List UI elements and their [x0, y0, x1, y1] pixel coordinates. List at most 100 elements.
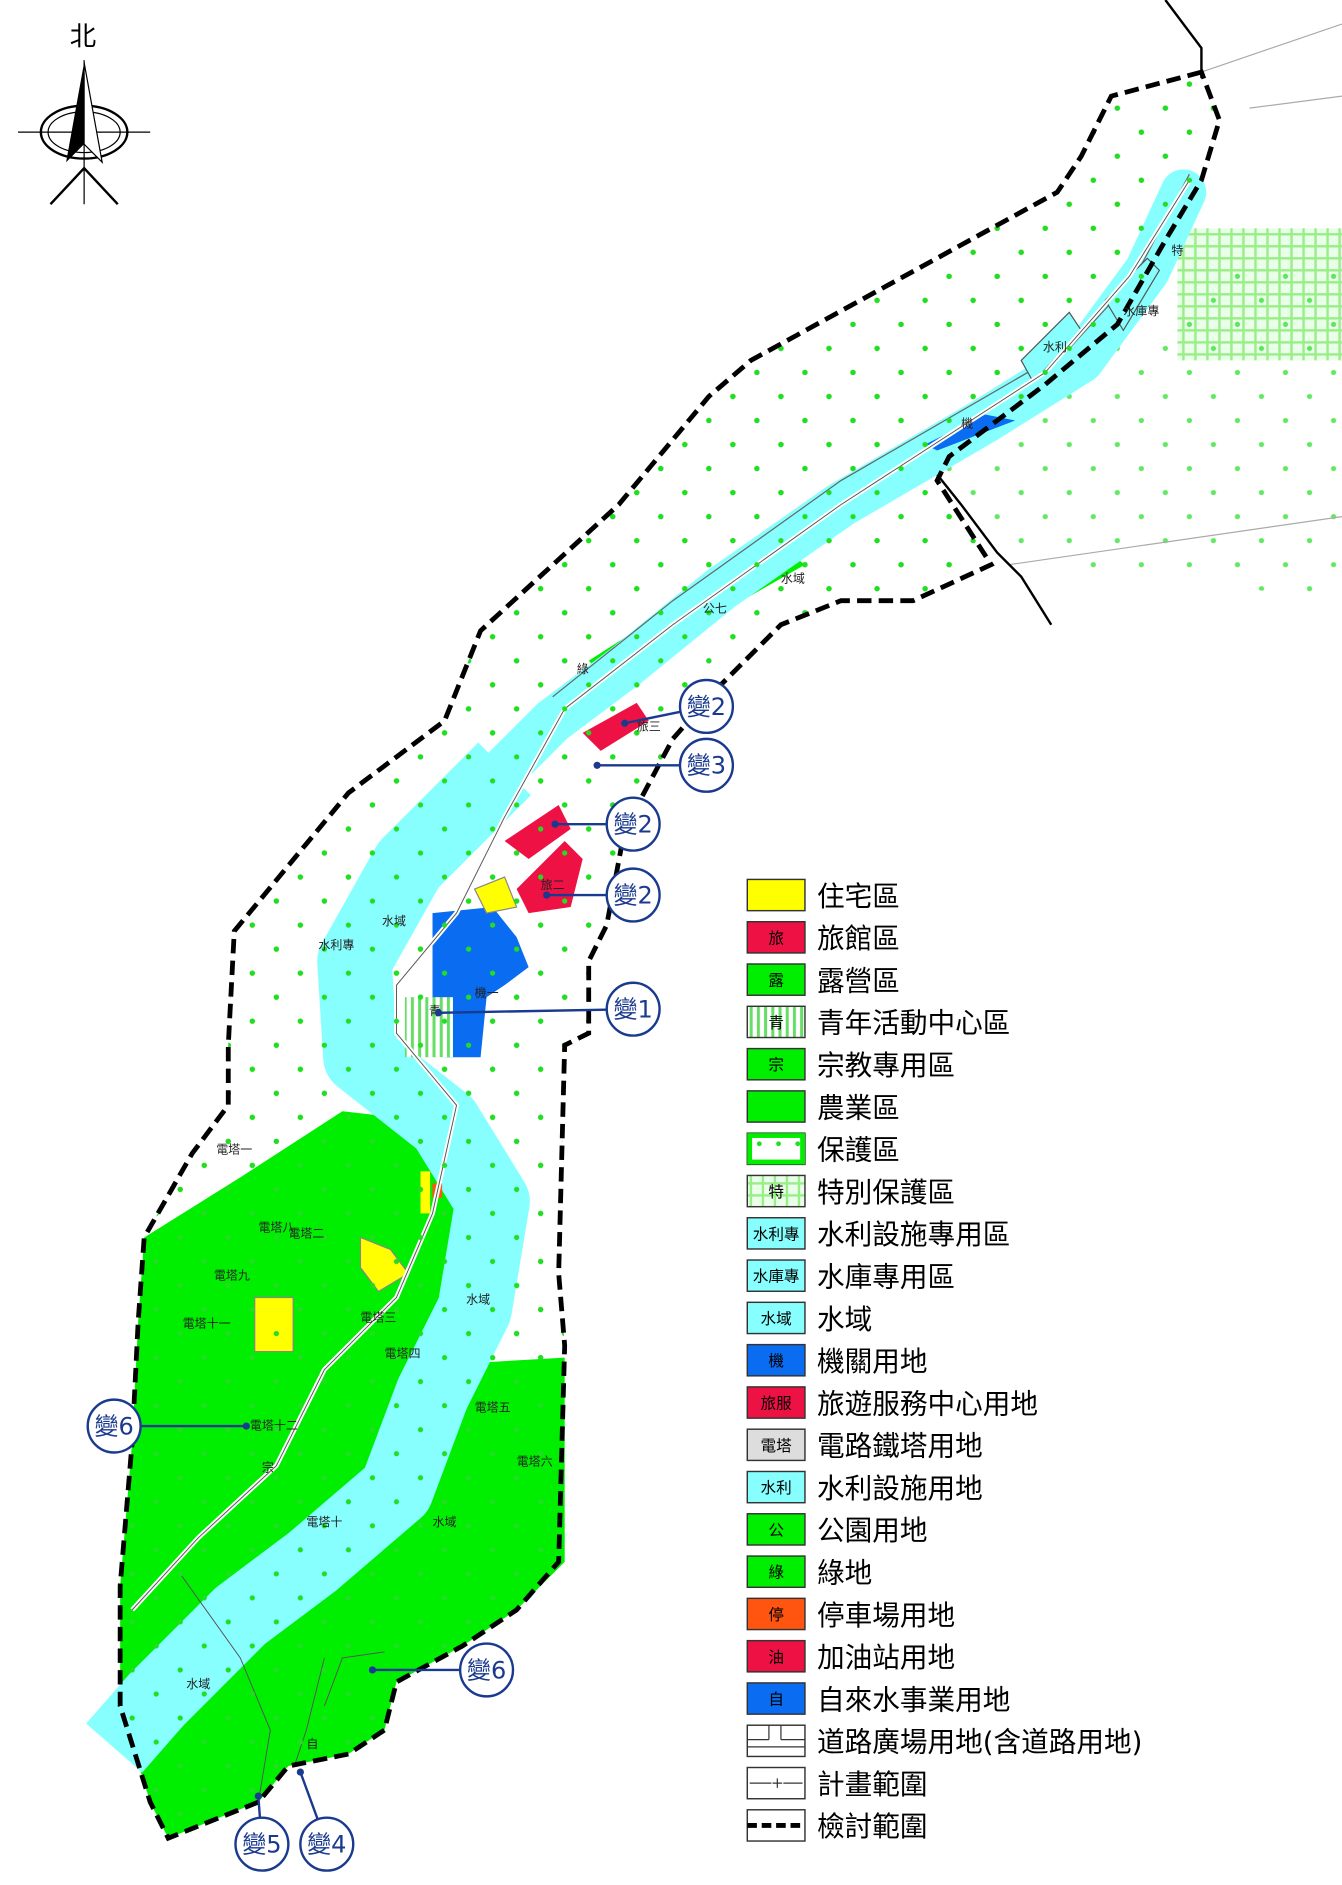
- map-label: 電塔六: [517, 1455, 553, 1469]
- legend-item: 水利專 水利設施專用區: [746, 1217, 1010, 1251]
- map-label: 電塔一: [216, 1142, 252, 1156]
- legend-item: 旅服 旅遊服務中心用地: [746, 1386, 1038, 1420]
- legend-label: 公園用地: [817, 1514, 928, 1547]
- map-label: 電塔十一: [183, 1317, 231, 1331]
- legend-swatch: [746, 878, 806, 912]
- legend-label: 保護區: [817, 1134, 900, 1167]
- legend-swatch-text: 水庫專: [753, 1268, 800, 1286]
- legend-label: 住宅區: [817, 880, 900, 913]
- legend-swatch: [746, 1005, 806, 1039]
- legend-item: 電塔 電路鐵塔用地: [746, 1428, 983, 1463]
- legend-swatch-text: 旅: [768, 929, 784, 947]
- callout-label: 變3: [687, 752, 726, 780]
- legend-item: 停 停車場用地: [746, 1597, 955, 1632]
- legend-label: 露營區: [817, 964, 900, 997]
- legend-swatch: [746, 1597, 806, 1631]
- legend-label: 旅館區: [817, 922, 900, 955]
- north-arrow: 北: [18, 22, 151, 206]
- legend-item: 自 自來水事業用地: [746, 1682, 1010, 1716]
- legend-swatch-text: 宗: [768, 1056, 784, 1074]
- map-label: 公七: [703, 602, 727, 616]
- legend-label: 水利設施專用區: [817, 1218, 1010, 1251]
- review-boundary: [120, 72, 1219, 1838]
- change-callout[interactable]: 變1: [434, 981, 661, 1037]
- legend-swatch: [746, 1555, 806, 1589]
- map-label: 水域: [433, 1515, 457, 1529]
- legend-swatch: [746, 1428, 806, 1462]
- map-label: 電塔九: [214, 1268, 250, 1282]
- legend-label: 宗教專用區: [817, 1049, 955, 1082]
- legend-item: 公 公園用地: [746, 1513, 928, 1547]
- legend-label: 自來水事業用地: [817, 1683, 1010, 1716]
- map-label: 電塔四: [384, 1347, 420, 1361]
- legend-swatch-text: 自: [768, 1691, 784, 1709]
- legend-swatch: [746, 1047, 806, 1081]
- map-label: 水域: [186, 1677, 210, 1691]
- legend-swatch: [746, 963, 806, 996]
- legend-item: 水庫專 水庫專用區: [746, 1259, 955, 1293]
- change-callout[interactable]: 變4: [296, 1768, 355, 1872]
- legend-label: 機關用地: [817, 1345, 928, 1378]
- callout-label: 變1: [614, 996, 653, 1024]
- legend-swatch: [746, 1090, 806, 1123]
- legend-swatch-text: 水利專: [753, 1225, 800, 1243]
- legend-label: 旅遊服務中心用地: [817, 1387, 1038, 1420]
- change-callout[interactable]: 變3: [593, 737, 735, 793]
- map-label: 水域: [466, 1293, 490, 1307]
- map-label: 特: [1171, 243, 1183, 258]
- change-callout[interactable]: 變6: [368, 1642, 515, 1698]
- legend-swatch-text: 青: [768, 1014, 784, 1032]
- legend-swatch: [746, 1513, 806, 1546]
- callout-label: 變2: [614, 811, 653, 839]
- legend-item: 特 特別保護區: [746, 1174, 955, 1209]
- map-label: 電塔三: [360, 1311, 396, 1325]
- legend-label: 電路鐵塔用地: [817, 1430, 983, 1463]
- legend-swatch: [746, 1259, 806, 1292]
- legend-item: 檢討範圍: [746, 1809, 928, 1843]
- legend-item: 機 機關用地: [746, 1343, 928, 1378]
- legend-swatch: [746, 1724, 806, 1758]
- map-label: 電塔八: [258, 1220, 294, 1234]
- legend-swatch: [746, 1386, 806, 1419]
- map-label: 電塔五: [475, 1401, 511, 1415]
- callout-label: 變6: [95, 1412, 134, 1440]
- change-callout[interactable]: 變2: [621, 678, 735, 735]
- legend-label: 檢討範圍: [817, 1810, 928, 1843]
- change-callout[interactable]: 變6: [86, 1398, 250, 1454]
- map-label: 機一: [475, 985, 499, 1000]
- legend-swatch: [746, 920, 806, 954]
- legend-label: 停車場用地: [817, 1599, 955, 1632]
- callout-label: 變2: [614, 881, 653, 909]
- legend-item: 計畫範圍: [746, 1766, 928, 1801]
- legend-swatch-text: 水利: [761, 1479, 792, 1497]
- map-label: 機: [961, 416, 973, 431]
- legend-swatch-text: 公: [768, 1521, 784, 1539]
- outside-context: [936, 0, 1342, 626]
- change-callout[interactable]: 變2: [551, 796, 661, 852]
- legend-swatch-text: 特: [768, 1183, 784, 1201]
- legend-label: 特別保護區: [817, 1176, 955, 1209]
- legend-swatch: [746, 1301, 806, 1335]
- map-label: 水利: [1043, 340, 1067, 354]
- legend-swatch-text: 露: [768, 972, 784, 990]
- change-callout[interactable]: 變5: [234, 1792, 290, 1872]
- map-label: 水利專: [318, 938, 354, 952]
- callout-label: 變5: [242, 1831, 281, 1859]
- legend-item: 青 青年活動中心區: [746, 1005, 1010, 1040]
- change-callout[interactable]: 變2: [543, 867, 661, 923]
- map-label: 水域: [382, 914, 406, 928]
- legend-item: 綠 綠地: [746, 1555, 872, 1589]
- legend-item: 保護區: [746, 1132, 900, 1167]
- legend-label: 農業區: [817, 1091, 900, 1124]
- legend-swatch-text: 停: [768, 1606, 784, 1624]
- legend-swatch: [746, 1217, 806, 1250]
- legend-swatch-text: 旅服: [761, 1395, 793, 1413]
- legend-swatch-text: 機: [768, 1352, 784, 1370]
- legend-swatch: [746, 1174, 806, 1208]
- legend-label: 計畫範圍: [817, 1768, 928, 1801]
- legend-label: 水庫專用區: [817, 1260, 955, 1293]
- legend-item: 道路廣場用地(含道路用地): [746, 1724, 1142, 1759]
- legend-swatch-text: 綠: [768, 1564, 784, 1582]
- legend-swatch: [746, 1343, 806, 1377]
